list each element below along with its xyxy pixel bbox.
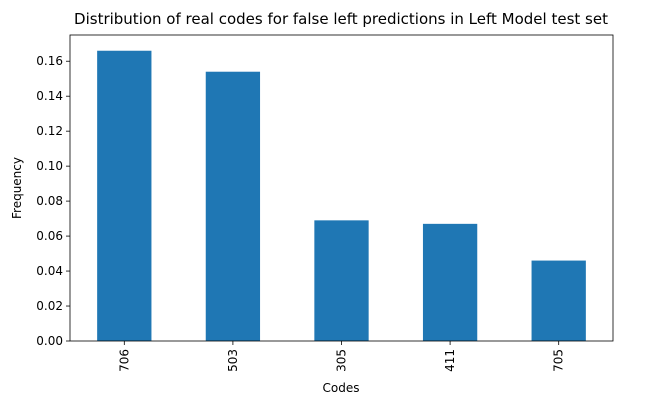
y-tick-label-0.16: 0.16 bbox=[36, 54, 63, 68]
y-tick-label-0.10: 0.10 bbox=[36, 159, 63, 173]
bar-411 bbox=[422, 223, 478, 341]
bar-305 bbox=[314, 220, 369, 341]
y-tick-label-0.14: 0.14 bbox=[36, 89, 63, 103]
bar-706 bbox=[97, 50, 152, 341]
y-axis-ticks: 0.00 0.02 0.04 0.06 0.08 0.10 0.12 0.14 0.16 bbox=[36, 54, 70, 348]
x-tick-label-411: 411 bbox=[443, 349, 457, 372]
x-axis-ticks: 706 503 305 411 705 bbox=[117, 341, 566, 372]
bars-group bbox=[97, 50, 586, 341]
x-axis-label: Codes bbox=[323, 381, 360, 395]
y-tick-label-0.00: 0.00 bbox=[36, 334, 63, 348]
chart-title: Distribution of real codes for false lef… bbox=[74, 10, 608, 28]
y-tick-label-0.12: 0.12 bbox=[36, 124, 63, 138]
x-tick-label-705: 705 bbox=[552, 349, 566, 372]
y-axis-label: Frequency bbox=[10, 157, 24, 219]
plot-frame bbox=[69, 34, 614, 342]
y-tick-label-0.06: 0.06 bbox=[36, 229, 63, 243]
y-tick-label-0.04: 0.04 bbox=[36, 264, 63, 278]
y-tick-label-0.08: 0.08 bbox=[36, 194, 63, 208]
bar-705 bbox=[531, 260, 586, 341]
x-tick-label-706: 706 bbox=[117, 349, 131, 372]
y-tick-label-0.02: 0.02 bbox=[36, 299, 63, 313]
bar-503 bbox=[205, 71, 261, 341]
x-tick-label-305: 305 bbox=[335, 349, 349, 372]
x-tick-label-503: 503 bbox=[226, 349, 240, 372]
